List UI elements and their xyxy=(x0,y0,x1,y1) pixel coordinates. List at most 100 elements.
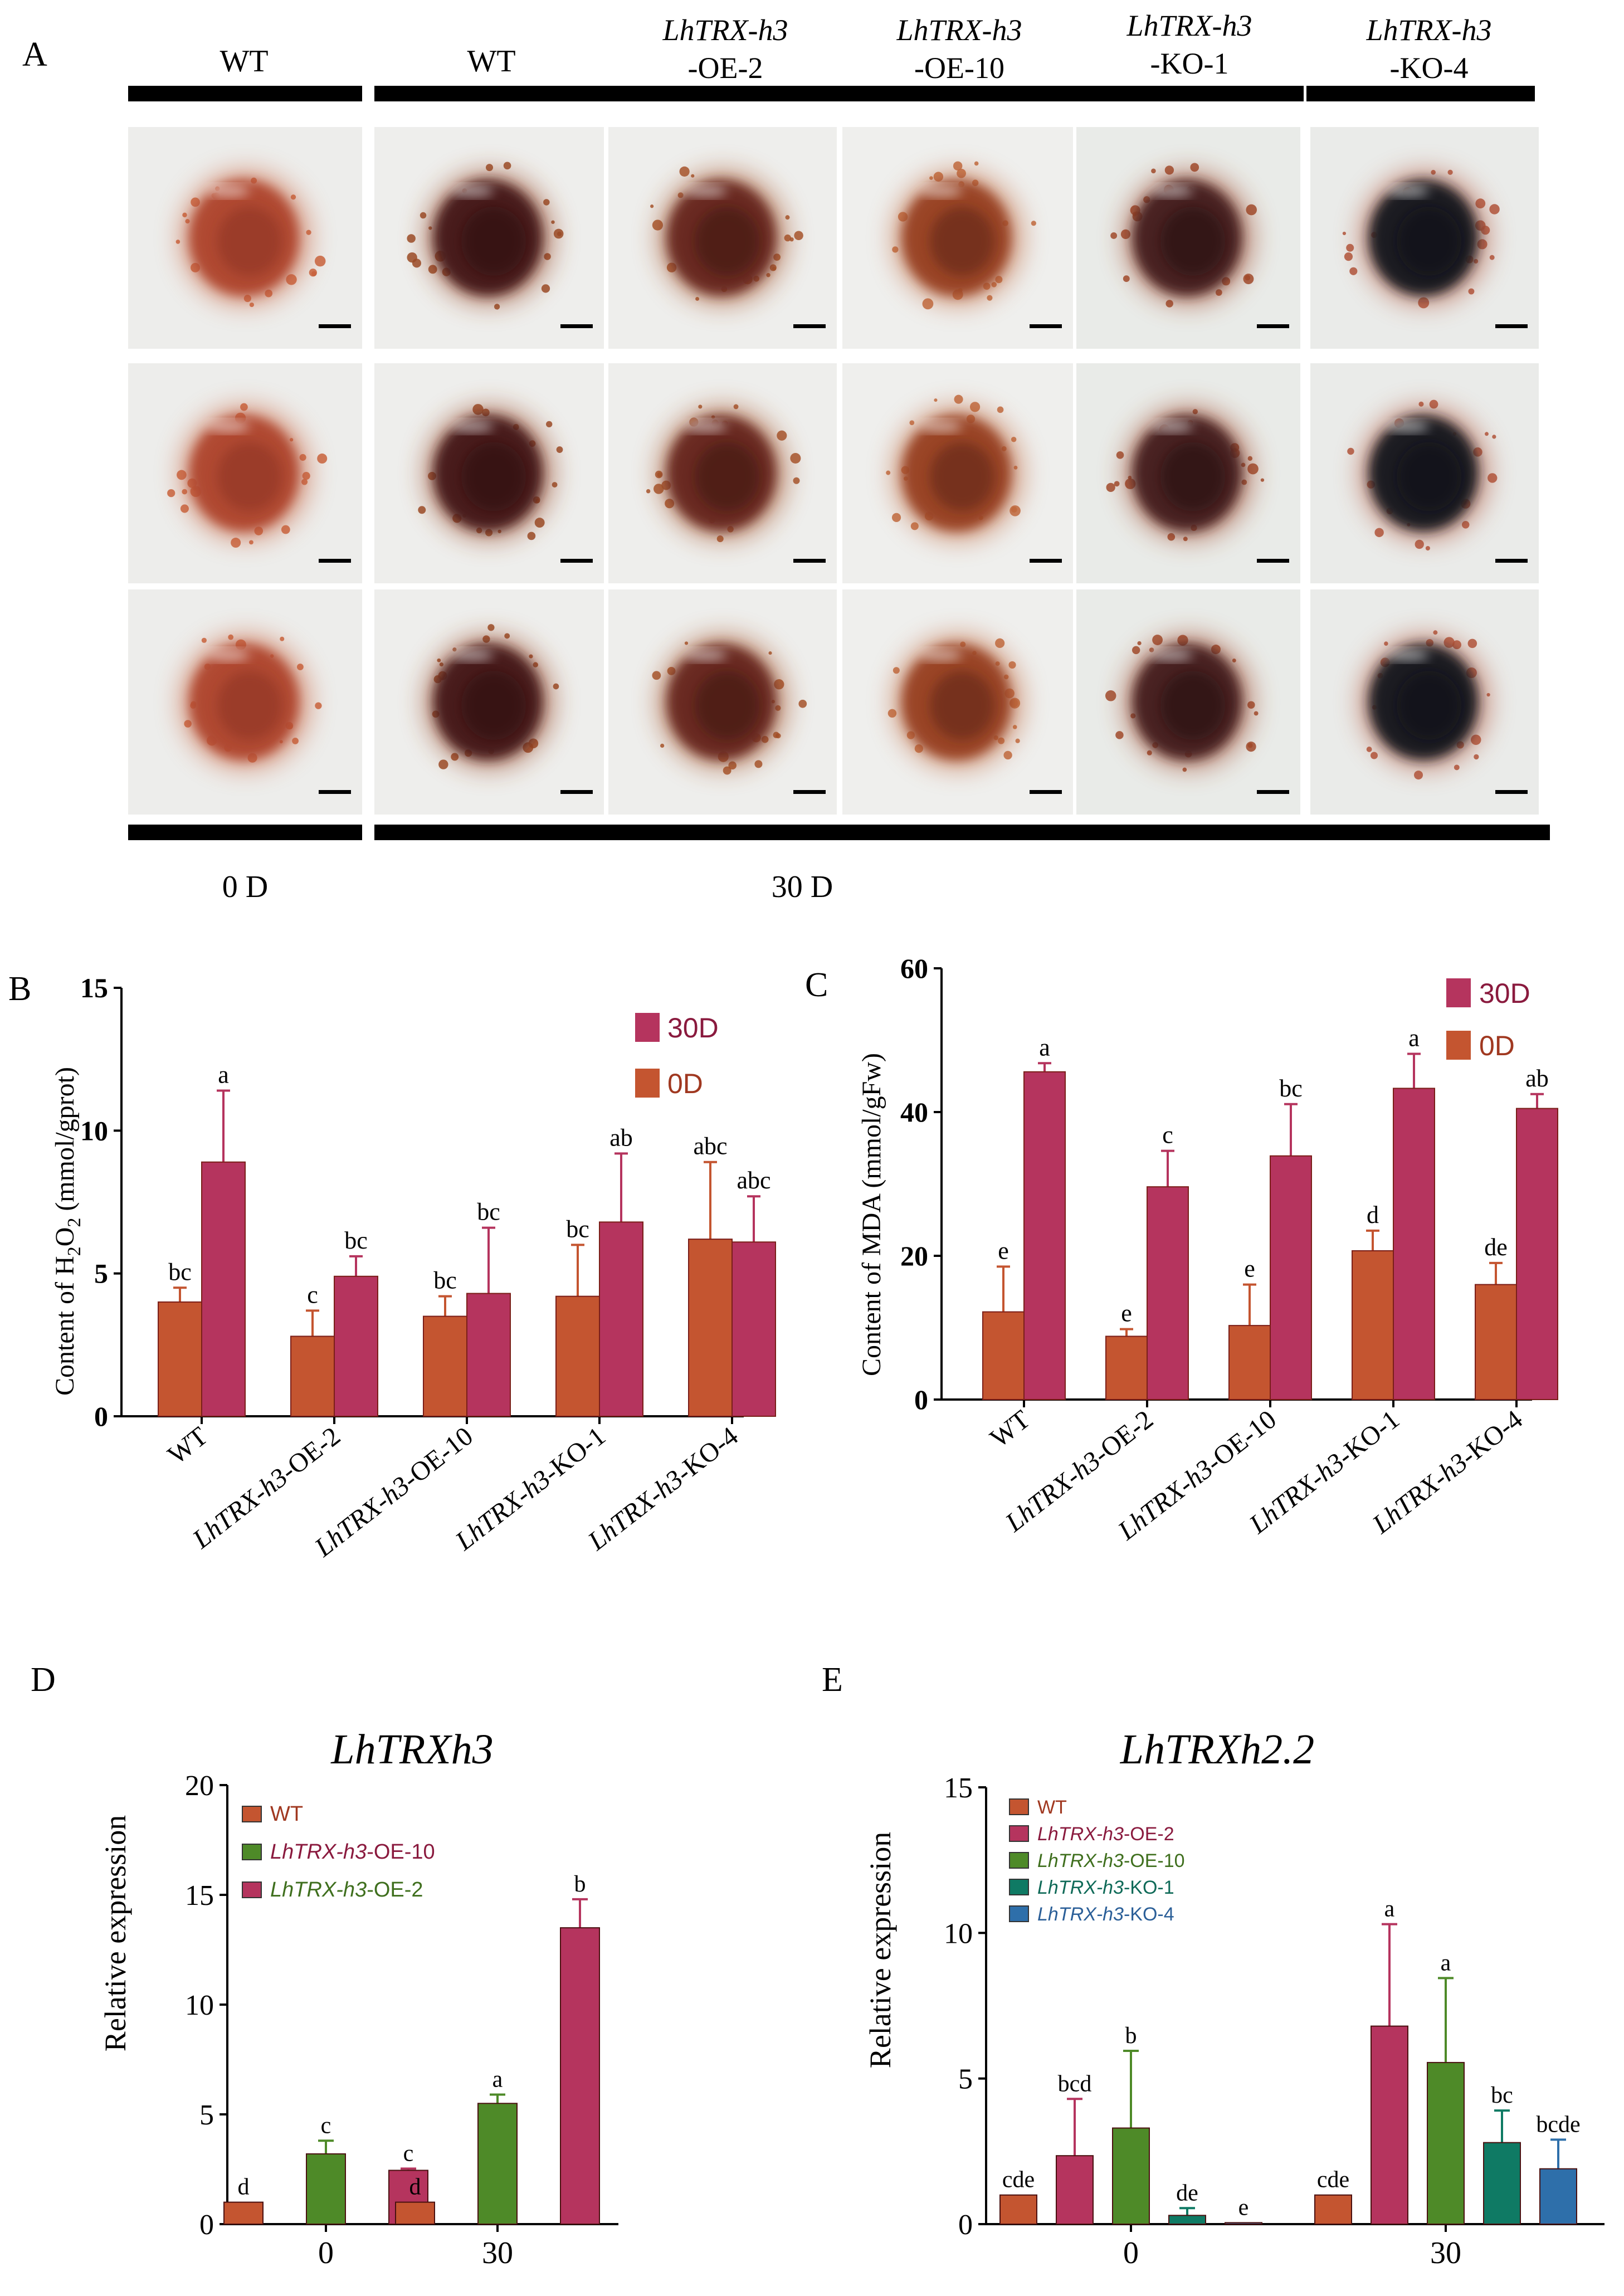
callus-debris xyxy=(953,161,963,171)
bar xyxy=(158,1301,202,1417)
callus-debris xyxy=(546,421,553,428)
x-tick-label: 30 xyxy=(1430,2236,1461,2270)
callus-debris xyxy=(652,671,661,680)
photo-tile xyxy=(608,127,837,349)
callus-debris xyxy=(1489,255,1495,260)
column-label-5-line2: -KO-1 xyxy=(1150,47,1229,80)
legend-label-plain: -KO-1 xyxy=(1124,1877,1174,1898)
callus-debris xyxy=(1246,742,1256,752)
callus-core xyxy=(461,207,526,276)
panel-b-ylabel: Content of H2O2 (mmol/gprot) xyxy=(50,1067,85,1396)
photo-tile xyxy=(842,127,1073,349)
callus-debris xyxy=(995,638,1005,649)
y-tick-label: 5 xyxy=(94,1258,108,1289)
callus-debris xyxy=(1254,711,1259,716)
legend-c-30d-label: 30D xyxy=(1479,978,1530,1009)
x-tick-label-plain: -OE-10 xyxy=(397,1421,479,1494)
legend-label: LhTRX-h3-KO-1 xyxy=(1037,1877,1174,1898)
photo-tile xyxy=(608,589,837,815)
callus-debris xyxy=(534,518,545,528)
bar xyxy=(555,1295,600,1417)
callus-core xyxy=(217,671,282,740)
callus-debris xyxy=(1031,221,1036,226)
callus-debris xyxy=(1243,274,1254,285)
legend-swatch xyxy=(1009,1905,1029,1922)
bar xyxy=(599,1221,643,1417)
legend-label-plain: -KO-4 xyxy=(1124,1904,1174,1925)
callus-core xyxy=(461,442,526,511)
y-tick-label: 10 xyxy=(185,1990,214,2021)
callus-debris xyxy=(785,215,790,220)
callus-debris xyxy=(1115,731,1124,739)
callus-core xyxy=(930,442,994,511)
callus-debris xyxy=(886,470,891,475)
callus-debris xyxy=(557,231,562,236)
x-tick-label: WT xyxy=(162,1421,213,1470)
callus-debris xyxy=(1346,243,1354,252)
photo-tile xyxy=(374,363,604,583)
photo-tile xyxy=(374,127,604,349)
photo-tile xyxy=(128,127,362,349)
bar xyxy=(999,2194,1037,2225)
callus-core xyxy=(217,442,282,511)
legend-label: WT xyxy=(270,1802,303,1826)
bar xyxy=(1393,1088,1435,1401)
legend-label-italic: LhTRX-h3 xyxy=(1037,1877,1124,1898)
sig-letter: e xyxy=(1244,1255,1255,1283)
sig-letter: e xyxy=(998,1237,1009,1264)
bar xyxy=(1225,2222,1262,2225)
callus-debris xyxy=(997,406,1004,413)
legend-swatch xyxy=(242,1844,262,1860)
scale-bar xyxy=(1257,790,1289,794)
callus-debris xyxy=(311,271,317,276)
legend-swatch xyxy=(1009,1798,1029,1815)
header-bar-6 xyxy=(1306,86,1535,101)
sig-letter: c xyxy=(307,1281,318,1308)
time-bar-30d xyxy=(374,825,1550,840)
bar xyxy=(1427,2061,1465,2225)
callus-debris xyxy=(1414,771,1423,780)
bar xyxy=(1516,1108,1558,1401)
column-label-4-line1: LhTRX-h3 xyxy=(896,13,1022,47)
sig-letter: ab xyxy=(1525,1065,1549,1092)
callus-debris xyxy=(1492,435,1496,439)
callus-core xyxy=(930,207,994,276)
header-bar-1 xyxy=(128,86,362,101)
time-label-0d: 0 D xyxy=(222,870,268,904)
legend-label-plain: -OE-2 xyxy=(1124,1824,1174,1845)
panel-e-ylabel: Relative expression xyxy=(864,1832,897,2068)
y-tick-label: 60 xyxy=(900,953,928,984)
callus-debris xyxy=(412,259,422,268)
callus-debris xyxy=(1425,545,1430,551)
x-tick-label-plain: -OE-2 xyxy=(1088,1405,1159,1469)
legend-b-0d-label: 0D xyxy=(667,1068,703,1099)
bar xyxy=(1105,1335,1148,1400)
bar xyxy=(1023,1071,1066,1400)
callus-debris xyxy=(789,237,794,242)
callus-debris xyxy=(541,284,550,293)
callus-debris xyxy=(167,489,175,498)
bar xyxy=(688,1239,733,1417)
x-tick-label-plain: -KO-1 xyxy=(1332,1405,1404,1471)
callus-debris xyxy=(1489,204,1500,215)
sig-letter: a xyxy=(1384,1897,1395,1922)
legend-e: WTLhTRX-h3-OE-2LhTRX-h3-OE-10LhTRX-h3-KO… xyxy=(1009,1797,1185,1925)
callus-debris xyxy=(1370,752,1378,759)
sig-letter: a xyxy=(218,1061,229,1089)
callus-core xyxy=(695,442,759,511)
callus-highlight xyxy=(920,186,962,197)
callus-highlight xyxy=(451,421,494,432)
callus-debris xyxy=(175,240,181,244)
sig-letter: cde xyxy=(1002,2167,1035,2193)
callus-debris xyxy=(974,161,979,166)
photo-tile xyxy=(128,363,362,583)
callus-debris xyxy=(1347,447,1354,455)
panel-d-title: LhTRXh3 xyxy=(330,1726,493,1773)
callus-debris xyxy=(1015,738,1020,743)
callus-debris xyxy=(314,255,326,267)
callus-highlight xyxy=(920,650,962,661)
callus-highlight xyxy=(207,421,250,432)
